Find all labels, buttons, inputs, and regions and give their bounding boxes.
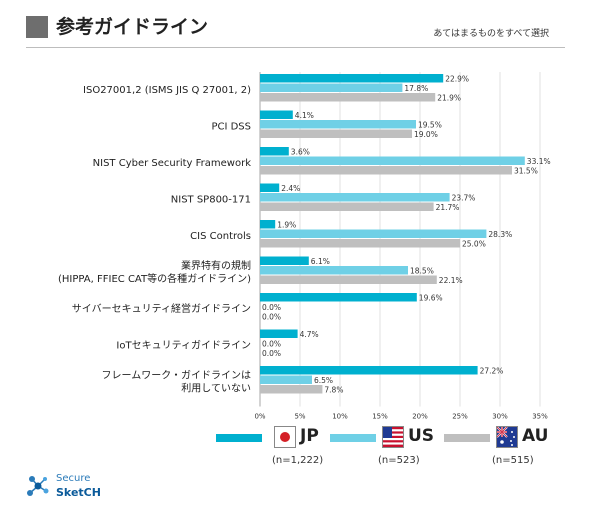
au-flag-icon [496, 426, 518, 448]
legend-label-au: AU [522, 426, 549, 446]
bar-au [260, 385, 323, 394]
category-label: NIST SP800-171 [171, 194, 251, 205]
legend-n-us: (n=523) [378, 455, 420, 466]
data-label-us: 0.0% [262, 303, 281, 312]
bar-au [260, 129, 412, 138]
category-label: CIS Controls [190, 231, 251, 242]
legend-swatch-us [330, 434, 376, 442]
x-tick-label: 0% [254, 413, 265, 421]
bar-us [260, 83, 403, 92]
bar-au [260, 93, 436, 102]
page-title: 参考ガイドライン [56, 16, 209, 38]
chart-legend: JP (n=1,222) US (n=523) [0, 424, 591, 474]
x-tick-label: 35% [532, 413, 548, 421]
data-label-jp: 27.2% [480, 367, 504, 376]
data-label-au: 22.1% [439, 276, 463, 285]
network-logo-icon [27, 476, 49, 496]
x-tick-label: 30% [492, 413, 508, 421]
data-label-us: 6.5% [314, 376, 333, 385]
data-label-jp: 22.9% [445, 75, 469, 84]
x-tick-label: 15% [372, 413, 388, 421]
bar-jp [260, 74, 444, 83]
data-label-us: 28.3% [488, 230, 512, 239]
bar-jp [260, 147, 289, 156]
data-label-us: 0.0% [262, 340, 281, 349]
header-divider [26, 47, 565, 48]
data-label-us: 17.8% [404, 84, 428, 93]
category-label: サイバーセキュリティ経営ガイドライン [72, 302, 251, 315]
category-label: 利用していない [181, 382, 251, 394]
bar-us [260, 156, 525, 165]
legend-swatch-jp [216, 434, 262, 442]
data-label-au: 0.0% [262, 313, 281, 322]
bar-us [260, 120, 416, 129]
category-label: フレームワーク・ガイドラインは [102, 369, 252, 381]
legend-swatch-au [444, 434, 490, 442]
title-square-marker [26, 16, 48, 38]
data-label-au: 21.7% [436, 203, 460, 212]
category-label: NIST Cyber Security Framework [93, 158, 252, 169]
category-label: PCI DSS [211, 121, 251, 132]
data-label-jp: 2.4% [281, 184, 300, 193]
legend-n-jp: (n=1,222) [272, 455, 324, 466]
bar-au [260, 166, 512, 175]
data-label-au: 19.0% [414, 130, 438, 139]
data-label-au: 25.0% [462, 240, 486, 249]
category-label: 業界特有の規制 [181, 259, 251, 272]
category-label: (HIPPA, FFIEC CAT等の各種ガイドライン) [58, 272, 251, 285]
category-label: ISO27001,2 (ISMS JIS Q 27001, 2) [83, 85, 251, 96]
x-tick-label: 10% [332, 413, 348, 421]
bar-us [260, 266, 408, 275]
x-tick-label: 25% [452, 413, 468, 421]
legend-label-jp: JP [300, 426, 319, 446]
legend-label-us: US [408, 426, 435, 446]
legend-n-au: (n=515) [492, 455, 534, 466]
brand-name-line1: Secure [56, 473, 91, 484]
data-label-us: 33.1% [527, 157, 551, 166]
brand-logo: Secure SketCH [24, 471, 134, 503]
bar-jp [260, 329, 298, 338]
page-subtitle: あてはまるものをすべて選択 [433, 29, 549, 39]
bar-jp [260, 256, 309, 265]
data-label-jp: 4.7% [300, 330, 319, 339]
data-label-au: 31.5% [514, 167, 538, 176]
bar-us [260, 193, 450, 202]
data-label-au: 0.0% [262, 349, 281, 358]
data-label-au: 7.8% [324, 386, 343, 395]
bar-chart: 0% 5% 10% 15% 20% 25% 30% 35% ISO27001,2 (ISMS J… [58, 72, 551, 421]
data-label-us: 19.5% [418, 121, 442, 130]
bar-jp [260, 293, 417, 302]
data-label-jp: 3.6% [291, 148, 310, 157]
bar-au [260, 239, 460, 248]
bar-jp [260, 183, 280, 192]
bar-au [260, 275, 437, 284]
data-label-jp: 1.9% [277, 221, 296, 230]
data-label-jp: 19.6% [419, 294, 443, 303]
bar-us [260, 375, 312, 384]
category-label: IoTセキュリティガイドライン [116, 339, 251, 351]
data-label-au: 21.9% [437, 94, 461, 103]
x-tick-label: 20% [412, 413, 428, 421]
data-label-us: 23.7% [452, 194, 476, 203]
us-flag-icon [382, 426, 404, 448]
jp-flag-icon [274, 426, 296, 448]
bar-jp [260, 220, 276, 229]
x-tick-label: 5% [294, 413, 305, 421]
bar-us [260, 229, 487, 238]
brand-name-line2: SketCH [56, 486, 101, 499]
data-label-us: 18.5% [410, 267, 434, 276]
bar-jp [260, 110, 293, 119]
data-label-jp: 4.1% [295, 111, 314, 120]
bar-au [260, 202, 434, 211]
bar-jp [260, 366, 478, 375]
data-label-jp: 6.1% [311, 257, 330, 266]
